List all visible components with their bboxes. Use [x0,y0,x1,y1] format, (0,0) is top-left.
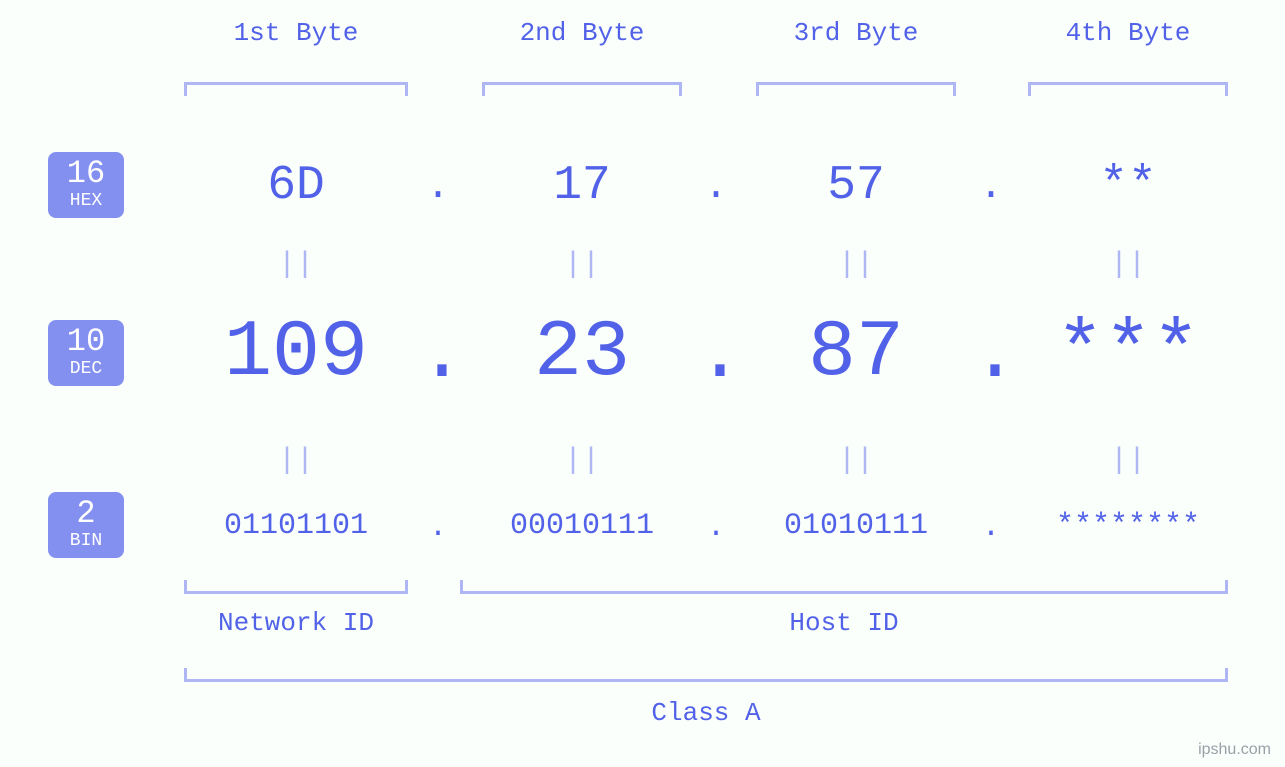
value-hex-byte3: 57 [756,162,956,210]
group-label-1: Host ID [460,608,1228,638]
dot-dec-2: . [696,316,736,396]
dot-dec-3: . [971,316,1011,396]
base-badge-num: 10 [48,326,124,358]
base-badge-num: 16 [48,158,124,190]
group-bracket-0 [184,580,408,594]
byte-bracket-2 [482,82,682,96]
value-dec-byte4: *** [1028,314,1228,394]
value-bin-byte1: 01101101 [184,511,408,541]
dot-hex-3: . [971,168,1011,208]
base-badge-dec: 10 DEC [48,320,124,386]
base-badge-txt: DEC [48,360,124,378]
byte-bracket-4 [1028,82,1228,96]
value-hex-byte1: 6D [184,162,408,210]
dot-bin-2: . [696,513,736,543]
value-dec-byte2: 23 [482,314,682,394]
byte-bracket-3 [756,82,956,96]
watermark: ipshu.com [1198,741,1271,759]
byte-label-1: 1st Byte [184,18,408,48]
base-badge-txt: HEX [48,192,124,210]
equals-1-2: || [756,444,956,478]
dot-dec-1: . [418,316,458,396]
base-badge-txt: BIN [48,532,124,550]
byte-label-3: 3rd Byte [756,18,956,48]
group-label-0: Network ID [184,608,408,638]
byte-bracket-1 [184,82,408,96]
value-bin-byte4: ******** [1028,511,1228,541]
group-bracket-1 [460,580,1228,594]
base-badge-num: 2 [48,498,124,530]
value-bin-byte2: 00010111 [482,511,682,541]
value-hex-byte2: 17 [482,162,682,210]
base-badge-bin: 2 BIN [48,492,124,558]
dot-bin-3: . [971,513,1011,543]
class-bracket [184,668,1228,682]
base-badge-hex: 16 HEX [48,152,124,218]
dot-hex-1: . [418,168,458,208]
dot-bin-1: . [418,513,458,543]
equals-1-1: || [482,444,682,478]
class-label: Class A [184,698,1228,728]
equals-1-3: || [1028,444,1228,478]
equals-0-3: || [1028,248,1228,282]
value-dec-byte3: 87 [756,314,956,394]
ip-diagram: 1st Byte 2nd Byte 3rd Byte 4th Byte 16 HEX 6D 1… [0,0,1285,767]
byte-label-2: 2nd Byte [482,18,682,48]
equals-0-0: || [184,248,408,282]
equals-1-0: || [184,444,408,478]
value-hex-byte4: ** [1028,162,1228,210]
byte-label-4: 4th Byte [1028,18,1228,48]
equals-0-2: || [756,248,956,282]
equals-0-1: || [482,248,682,282]
dot-hex-2: . [696,168,736,208]
value-dec-byte1: 109 [184,314,408,394]
value-bin-byte3: 01010111 [756,511,956,541]
